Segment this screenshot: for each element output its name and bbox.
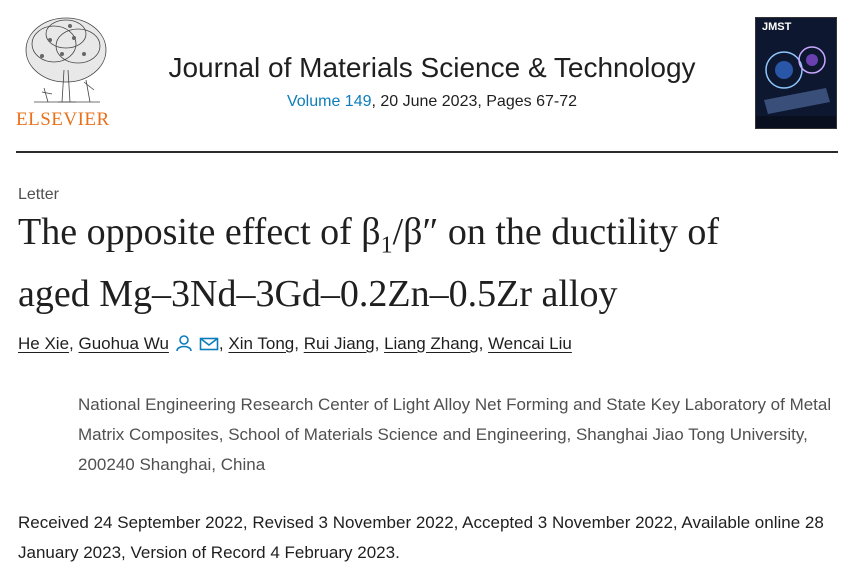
issue-details: , 20 June 2023, Pages 67-72 [371, 93, 578, 110]
author-link[interactable]: Rui Jiang [303, 334, 375, 353]
cover-art [756, 46, 836, 128]
article-type: Letter [18, 186, 59, 203]
article-header: ELSEVIER Journal of Materials Science & … [0, 0, 864, 153]
issue-info: Volume 149, 20 June 2023, Pages 67-72 [0, 93, 864, 111]
person-icon[interactable] [175, 334, 193, 352]
title-subscript: 1 [380, 232, 393, 259]
author-separator: , [478, 334, 484, 353]
author-link[interactable]: He Xie [18, 334, 70, 353]
title-line-2: aged Mg–3Nd–3Gd–0.2Zn–0.5Zr alloy [18, 272, 618, 315]
envelope-icon[interactable] [199, 336, 219, 352]
author-list: He Xie, Guohua Wu, Xin Tong, Rui Jiang, … [18, 334, 572, 354]
author-separator: , [294, 334, 299, 353]
author-link[interactable]: Xin Tong [228, 334, 295, 353]
article-title: The opposite effect of β1/β″ on the duct… [18, 208, 848, 318]
author-separator: , [69, 334, 74, 353]
journal-title: Journal of Materials Science & Technolog… [0, 52, 864, 84]
author-separator: , [218, 334, 224, 353]
cover-title: JMST [762, 21, 792, 33]
title-part-1: The opposite effect of β [18, 211, 381, 253]
author-link[interactable]: Wencai Liu [488, 334, 572, 353]
affiliation: National Engineering Research Center of … [78, 395, 832, 474]
volume-link[interactable]: Volume 149 [286, 93, 372, 110]
header-divider [16, 151, 838, 153]
title-part-2: /β″ on the ductility of [392, 211, 720, 253]
elsevier-tree-logo[interactable] [14, 10, 118, 132]
publisher-name: ELSEVIER [16, 109, 110, 130]
author-link[interactable]: Liang Zhang [384, 334, 479, 353]
publication-dates: Received 24 September 2022, Revised 3 No… [18, 513, 824, 562]
journal-title-link[interactable]: Journal of Materials Science & Technolog… [168, 52, 696, 83]
journal-cover[interactable]: JMST [755, 17, 837, 129]
author-separator: , [374, 334, 380, 353]
author-link[interactable]: Guohua Wu [78, 334, 169, 353]
